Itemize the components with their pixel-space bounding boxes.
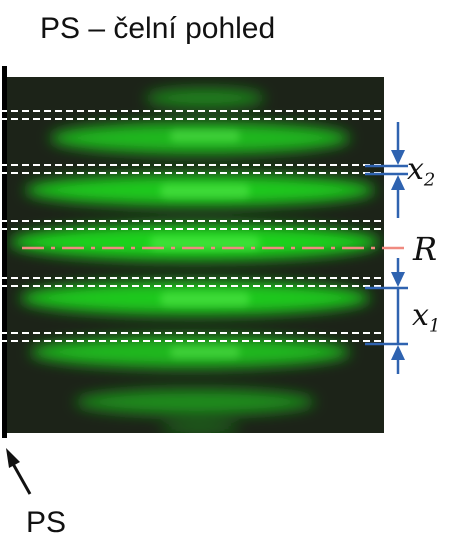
x1-label: x1 [412,298,440,336]
ps-bar [2,66,7,438]
x2-arrowheads [391,150,405,190]
highlight [160,292,250,306]
arrowhead-up [391,345,405,360]
pointer-shaft [10,461,32,495]
figure-title: PS – čelní pohled [40,12,276,45]
highlight [150,236,260,250]
x1-arrowheads [391,272,405,360]
fringe-band [145,88,265,108]
fringe-boundary-lines [0,110,385,342]
fringe-photo [4,77,384,433]
pointer-head [6,448,20,468]
arrowhead-down [391,150,405,165]
highlight [170,130,240,142]
x2-label-base: x [407,152,424,187]
x2-label-subscript: 2 [423,169,436,191]
x1-label-subscript: 1 [428,315,441,337]
highlight [170,346,240,358]
ps-label: PS [26,506,67,539]
arrowhead-down [391,272,405,287]
arrowhead-up [391,175,405,190]
fringe-band [160,422,240,433]
fringe-band [75,389,315,415]
reference-label: R [413,230,438,268]
x1-dimension [365,258,408,374]
ps-pointer-arrow [6,448,32,495]
highlight [160,184,250,198]
fringe-highlights [150,130,260,358]
x2-label: x2 [407,152,435,190]
x1-label-base: x [412,298,429,333]
